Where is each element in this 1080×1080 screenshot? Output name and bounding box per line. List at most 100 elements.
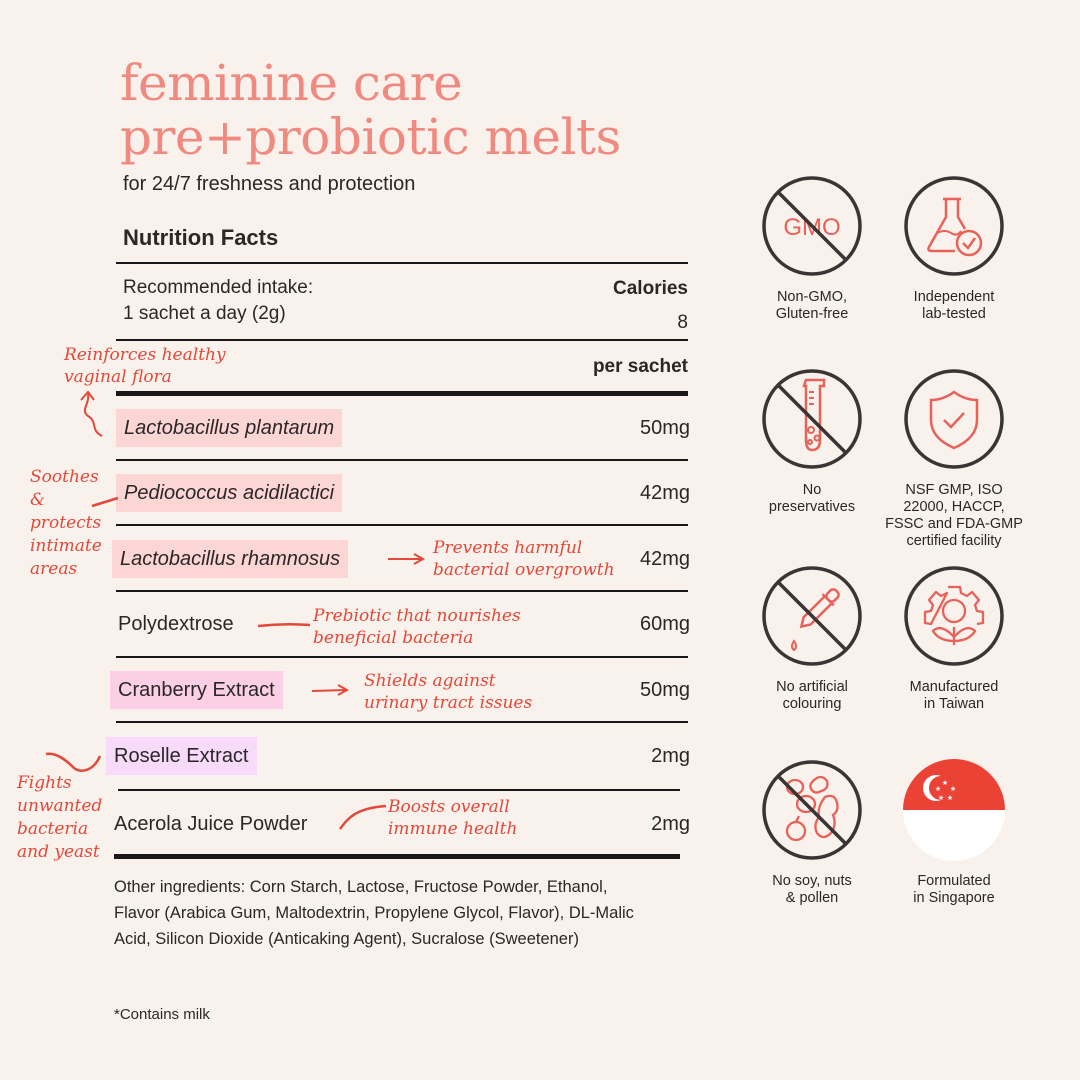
connector-line-icon <box>338 804 387 830</box>
ingredient-name: Polydextrose <box>118 613 234 635</box>
svg-text:★: ★ <box>935 785 941 793</box>
annotation-pediococcus: Soothes & protects intimate areas <box>30 466 102 581</box>
annotation-line: Boosts overall <box>388 797 510 817</box>
badge-label: Non-GMO, <box>776 289 848 305</box>
annotation-line: Prevents harmful <box>433 538 583 558</box>
divider <box>116 590 688 592</box>
annotation-line: Fights <box>17 773 72 793</box>
annotation-line: intimate <box>30 536 102 556</box>
allergen-note: *Contains milk <box>114 1006 210 1023</box>
title-line-2: pre+probiotic melts <box>120 108 621 166</box>
ingredient-row: Cranberry Extract 50mg <box>110 671 690 719</box>
badge-label: certified facility <box>906 533 1002 549</box>
no-preservatives-icon <box>762 369 862 469</box>
divider <box>118 789 680 791</box>
annotation-line: vaginal flora <box>64 367 172 387</box>
badge-label: FSSC and FDA-GMP <box>885 516 1023 532</box>
ingredient-amount: 42mg <box>639 548 690 570</box>
svg-text:★: ★ <box>950 785 956 793</box>
ingredient-row: Roselle Extract 2mg <box>106 737 690 785</box>
badge-lab-tested: Independent lab-tested <box>889 175 1019 323</box>
title-line-1: feminine care <box>120 54 463 112</box>
annotation-acerola: Boosts overall immune health <box>388 796 517 840</box>
badge-label: Manufactured <box>909 679 999 695</box>
ingredient-name: Lactobacillus plantarum <box>116 409 343 447</box>
annotation-line: & <box>30 490 46 510</box>
ingredient-amount: 60mg <box>639 613 690 635</box>
annotation-line: beneficial bacteria <box>313 628 474 648</box>
annotation-line: bacteria <box>17 819 89 839</box>
divider <box>116 459 688 461</box>
no-gmo-icon: GMO <box>762 176 862 276</box>
badge-label: 22000, HACCP, <box>903 499 1005 515</box>
badge-no-preservatives: No preservatives <box>747 368 877 516</box>
divider <box>116 524 688 526</box>
badge-label: Gluten-free <box>775 306 849 322</box>
annotation-line: Shields against <box>364 671 496 691</box>
recommended-intake: Recommended intake: 1 sachet a day (2g) <box>123 275 313 327</box>
arrow-right-icon <box>311 684 350 696</box>
badge-label: No <box>802 482 822 498</box>
other-ingredients: Other ingredients: Corn Starch, Lactose,… <box>114 878 634 948</box>
ingredient-name: Acerola Juice Powder <box>114 813 308 835</box>
annotation-line: Prebiotic that nourishes <box>313 606 521 626</box>
calories-label: Calories <box>613 278 688 299</box>
product-subtitle: for 24/7 freshness and protection <box>123 173 416 195</box>
no-soy-nuts-pollen-icon <box>762 760 862 860</box>
ingredient-row: Lactobacillus rhamnosus 42mg <box>110 540 690 588</box>
svg-text:★: ★ <box>947 794 953 802</box>
ingredient-name: Cranberry Extract <box>110 671 283 709</box>
badge-label: in Singapore <box>913 890 995 906</box>
connector-line-icon <box>91 496 119 508</box>
annotation-line: unwanted <box>17 796 103 816</box>
divider-thick <box>114 854 680 859</box>
badge-certified-facility: NSF GMP, ISO 22000, HACCP, FSSC and FDA-… <box>882 368 1026 550</box>
lab-flask-icon <box>904 176 1004 276</box>
divider <box>116 339 688 341</box>
annotation-line: and yeast <box>17 842 100 862</box>
divider <box>116 656 688 658</box>
ingredient-amount: 50mg <box>639 679 690 701</box>
badge-label: lab-tested <box>922 306 986 322</box>
annotation-line: protects <box>30 513 102 533</box>
badge-no-soy-nuts-pollen: No soy, nuts & pollen <box>747 759 877 907</box>
annotation-line: immune health <box>388 819 518 839</box>
ingredient-amount: 2mg <box>651 745 690 767</box>
per-sachet-label: per sachet <box>592 356 688 377</box>
calories-value: 8 <box>677 312 688 333</box>
svg-text:★: ★ <box>938 794 944 802</box>
annotation-line: bacterial overgrowth <box>433 560 615 580</box>
badge-label: preservatives <box>768 499 856 515</box>
badge-label: No artificial <box>776 679 848 695</box>
recommended-label: Recommended intake: <box>123 277 314 298</box>
ingredient-amount: 2mg <box>651 813 690 835</box>
annotation-cranberry: Shields against urinary tract issues <box>364 670 532 714</box>
connector-line-icon <box>257 622 311 628</box>
badge-label: & pollen <box>785 890 839 906</box>
badge-no-artificial-colouring: No artificial colouring <box>747 565 877 713</box>
ingredient-row: Lactobacillus plantarum 50mg <box>110 409 690 457</box>
recommended-value: 1 sachet a day (2g) <box>123 303 286 324</box>
ingredient-name: Roselle Extract <box>106 737 257 775</box>
annotation-line: Soothes <box>30 467 99 487</box>
annotation-line: Reinforces healthy <box>64 345 226 365</box>
svg-text:★: ★ <box>942 779 948 787</box>
badge-label: NSF GMP, ISO <box>905 482 1003 498</box>
ingredient-name: Lactobacillus rhamnosus <box>112 540 349 578</box>
badge-non-gmo: GMO Non-GMO, Gluten-free <box>747 175 877 323</box>
squiggle-arrow-icon <box>80 390 103 437</box>
divider-thick <box>116 391 688 396</box>
ingredient-amount: 50mg <box>639 417 690 439</box>
shield-check-icon <box>904 369 1004 469</box>
badge-label: in Taiwan <box>923 696 985 712</box>
swoosh-connector-icon <box>45 752 102 772</box>
ingredient-amount: 42mg <box>639 482 690 504</box>
product-title: feminine care pre+probiotic melts <box>120 56 621 164</box>
badge-label: colouring <box>782 696 842 712</box>
singapore-flag-icon: ★ ★ ★ ★ ★ <box>903 759 1005 861</box>
badge-label: No soy, nuts <box>772 873 852 889</box>
annotation-polydextrose: Prebiotic that nourishes beneficial bact… <box>313 605 521 649</box>
badge-manufactured-taiwan: Manufactured in Taiwan <box>889 565 1019 713</box>
nutrition-facts-title: Nutrition Facts <box>123 225 279 250</box>
gear-plant-icon <box>904 566 1004 666</box>
